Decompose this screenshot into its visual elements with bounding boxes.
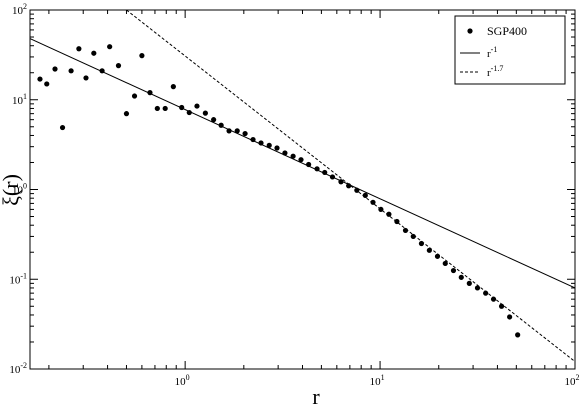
data-point — [498, 303, 505, 309]
data-point — [139, 53, 145, 59]
data-point — [211, 117, 217, 123]
data-point — [59, 124, 66, 131]
data-point — [370, 199, 376, 205]
legend-marker-sgp400 — [467, 28, 473, 34]
data-point — [402, 227, 409, 234]
legend-box — [454, 15, 566, 85]
y-tick-label: 101 — [12, 92, 27, 107]
data-point — [258, 140, 264, 146]
data-point — [410, 233, 416, 240]
data-point — [442, 260, 448, 267]
data-point — [346, 183, 352, 189]
legend-label-r-1-exp: -1 — [491, 45, 498, 54]
data-point — [131, 93, 138, 99]
data-point — [490, 296, 497, 302]
data-point — [83, 75, 89, 81]
legend-label-r-1-base: r — [487, 48, 491, 60]
y-tick-label: 10-2 — [9, 361, 27, 376]
data-point — [186, 109, 192, 116]
data-point — [426, 247, 432, 253]
data-point — [179, 104, 185, 111]
data-point — [266, 142, 272, 149]
data-point — [107, 44, 113, 50]
data-point — [274, 145, 280, 151]
data-point — [458, 274, 464, 280]
legend-label-r-1-7-exp: -1.7 — [491, 64, 504, 73]
legend-label-r-1-7: r-1.7 — [487, 64, 503, 79]
data-point — [434, 253, 441, 259]
series-line-r-1 — [30, 38, 575, 289]
x-tick-label: 100 — [175, 373, 190, 388]
data-point — [202, 110, 208, 116]
data-point — [474, 285, 481, 291]
data-point — [298, 157, 304, 163]
data-point — [147, 90, 153, 96]
data-point — [386, 211, 392, 217]
data-point — [282, 150, 288, 156]
y-tick-label: 102 — [12, 2, 27, 17]
data-point — [154, 105, 160, 112]
data-point — [378, 206, 384, 213]
axes-ticks: 100 101 102 10-2 10-1 100 101 102 — [9, 2, 579, 388]
data-point — [76, 46, 82, 52]
data-point — [68, 68, 74, 74]
data-point — [234, 128, 240, 134]
data-point — [418, 240, 425, 247]
data-point — [91, 50, 97, 56]
x-axis-title: r — [312, 384, 320, 408]
data-point — [115, 63, 122, 69]
data-point — [123, 111, 130, 117]
data-point — [290, 153, 296, 159]
data-point — [329, 174, 336, 180]
legend: SGP400 r-1 r-1.7 — [454, 15, 566, 85]
data-point — [52, 66, 58, 72]
data-point — [322, 169, 328, 176]
data-point — [218, 122, 224, 128]
y-tick-label: 10-1 — [9, 271, 27, 286]
data-point — [507, 314, 513, 320]
data-point — [99, 68, 105, 74]
data-point — [450, 267, 457, 274]
data-point — [226, 128, 232, 134]
data-point — [483, 290, 489, 296]
data-point — [362, 192, 368, 198]
x-tick-label: 102 — [565, 373, 580, 388]
legend-label-r-1-7-base: r — [487, 67, 491, 79]
data-point — [394, 218, 400, 225]
legend-label-r-1: r-1 — [487, 45, 497, 60]
y-axis-title: ξ(r) — [0, 174, 23, 206]
data-point — [250, 136, 256, 143]
data-point — [314, 166, 320, 172]
data-point — [194, 103, 200, 109]
plot-area — [30, 10, 575, 362]
data-point — [466, 280, 472, 286]
data-point — [354, 187, 360, 193]
data-point — [162, 105, 168, 112]
data-point — [170, 84, 176, 90]
data-point — [44, 81, 50, 87]
data-point — [37, 76, 43, 82]
data-point — [306, 161, 312, 168]
data-point — [338, 179, 344, 185]
data-point — [515, 332, 521, 338]
legend-label-sgp400: SGP400 — [487, 24, 527, 38]
x-tick-label: 101 — [370, 373, 385, 388]
y-tick-label: 100 — [12, 182, 27, 197]
data-point — [242, 130, 248, 137]
